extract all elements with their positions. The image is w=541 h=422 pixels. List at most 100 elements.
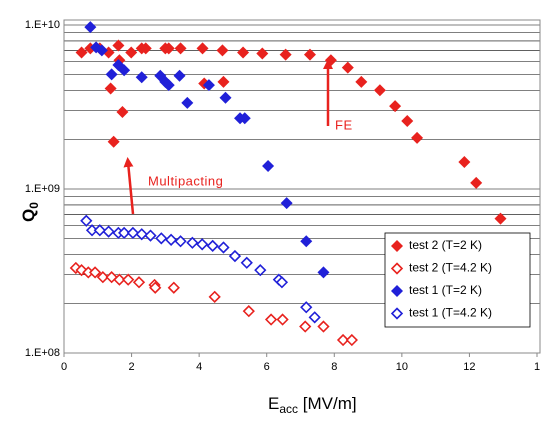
point	[116, 105, 129, 118]
point	[228, 249, 242, 263]
point	[164, 233, 178, 246]
point	[135, 228, 148, 241]
point	[118, 226, 131, 240]
y-tick-label: 1.E+09	[25, 183, 60, 195]
point	[196, 42, 209, 55]
annotation-arrow	[123, 157, 135, 215]
x-tick-label: 4	[196, 361, 202, 373]
point	[219, 91, 232, 104]
x-axis-label: Eacc [MV/m]	[268, 394, 357, 416]
x-tick-label: 10	[396, 361, 408, 373]
point	[299, 320, 312, 333]
point	[167, 281, 180, 294]
y-axis-label: Q0	[19, 202, 41, 222]
point	[105, 68, 118, 81]
legend-marker	[390, 262, 404, 275]
legend-label: test 2 (T=4.2 K)	[409, 261, 492, 275]
point	[196, 238, 209, 251]
annotation: Multipacting	[148, 173, 223, 188]
point	[280, 197, 293, 210]
plot-frame	[63, 19, 541, 354]
x-tick-label: 6	[264, 361, 270, 373]
point	[373, 84, 386, 97]
point	[202, 79, 215, 92]
point	[494, 212, 507, 225]
y-axis-label-main: Q	[19, 209, 38, 222]
point	[336, 333, 350, 347]
point	[144, 229, 157, 242]
point	[173, 69, 186, 82]
x-tick-label: 0	[61, 361, 67, 373]
point	[112, 39, 125, 52]
legend-marker	[391, 240, 403, 252]
point	[341, 61, 354, 74]
point	[238, 112, 251, 125]
point	[401, 114, 414, 127]
point	[132, 276, 146, 289]
point	[256, 47, 269, 60]
legend-marker	[391, 285, 403, 297]
point	[411, 131, 424, 144]
point	[217, 75, 230, 88]
point	[264, 313, 278, 326]
point	[93, 224, 106, 237]
point	[276, 313, 289, 326]
x-tick-label: 12	[463, 361, 475, 373]
point	[104, 82, 117, 95]
point	[113, 273, 126, 286]
x-axis-label-unit: [MV/m]	[298, 394, 357, 413]
point	[217, 241, 230, 254]
point	[458, 156, 471, 169]
point	[186, 236, 199, 249]
point	[275, 276, 289, 289]
x-tick-label: 1	[534, 361, 540, 373]
point	[317, 320, 330, 333]
point	[242, 305, 255, 318]
y-tick-label: 1.E+08	[25, 347, 60, 359]
y-tick-label: 1.E+10	[25, 19, 60, 31]
point	[208, 290, 221, 303]
point	[135, 71, 148, 84]
point	[308, 311, 321, 324]
point	[107, 135, 120, 148]
legend-label: test 1 (T=2 K)	[409, 283, 482, 297]
point	[181, 96, 194, 109]
point	[88, 266, 102, 279]
x-axis-label-sub: acc	[279, 402, 298, 416]
point	[95, 44, 108, 57]
point	[317, 266, 330, 279]
point	[262, 160, 275, 173]
point	[174, 42, 187, 55]
point	[300, 235, 313, 248]
x-tick-label: 8	[331, 361, 337, 373]
point	[324, 54, 337, 67]
legend-marker	[390, 307, 404, 320]
point	[102, 225, 115, 238]
point	[162, 79, 175, 92]
point	[174, 235, 187, 248]
point	[80, 214, 93, 227]
x-tick-label: 2	[129, 361, 135, 373]
point	[279, 48, 292, 61]
point	[75, 46, 88, 59]
point	[237, 46, 250, 59]
point	[122, 273, 135, 286]
point	[125, 46, 138, 59]
point	[240, 256, 253, 269]
point	[303, 48, 316, 61]
legend-label: test 1 (T=4.2 K)	[409, 306, 492, 320]
point	[162, 42, 175, 55]
point	[96, 271, 109, 284]
point	[84, 21, 97, 34]
legend-box	[384, 232, 531, 328]
point	[355, 75, 368, 88]
point	[345, 333, 358, 347]
point	[254, 264, 267, 277]
point	[470, 176, 483, 189]
point	[216, 44, 229, 57]
point	[139, 42, 152, 55]
point	[206, 239, 219, 253]
point	[300, 301, 313, 314]
